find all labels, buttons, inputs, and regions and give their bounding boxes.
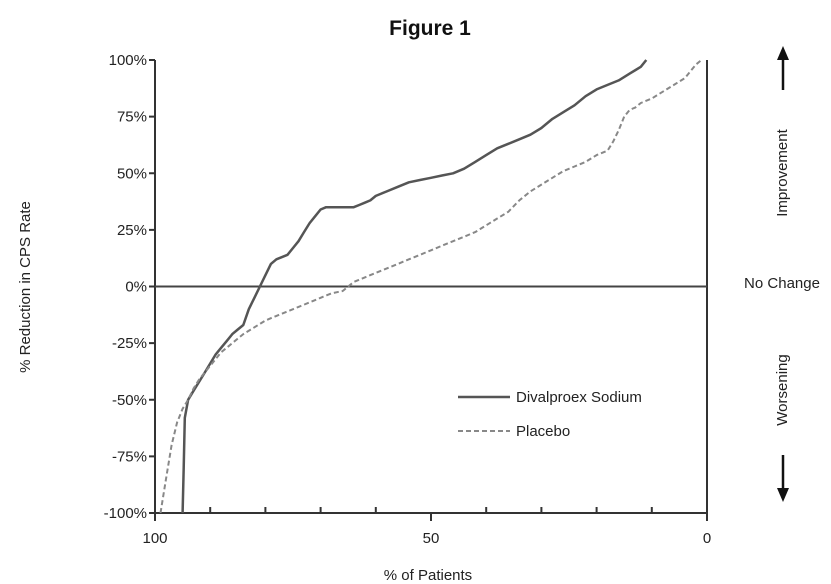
y-axis-label: % Reduction in CPS Rate <box>17 201 34 373</box>
x-tick-label: 50 <box>423 530 440 547</box>
legend-label-divalproex: Divalproex Sodium <box>516 389 642 406</box>
y-tick-label: -75% <box>112 448 147 465</box>
y-tick-label: 100% <box>109 52 147 69</box>
y-tick-label: 50% <box>117 165 147 182</box>
x-ticks: 100 50 0 <box>142 507 711 547</box>
y-tick-label: 75% <box>117 109 147 126</box>
y-tick-label: -50% <box>112 392 147 409</box>
axes <box>154 60 708 514</box>
legend: Divalproex Sodium Placebo <box>458 389 642 440</box>
chart-title: Figure 1 <box>389 17 471 40</box>
improvement-label: Improvement <box>774 128 791 216</box>
series-line-placebo <box>159 59 703 514</box>
y-ticks: 100% 75% 50% 25% 0% -25% -50% -75% -100% <box>104 52 155 522</box>
y-tick-label: -25% <box>112 335 147 352</box>
series-layer <box>159 59 703 514</box>
x-tick-label: 0 <box>703 530 711 547</box>
x-axis-label: % of Patients <box>384 567 472 584</box>
down-arrow-icon <box>777 488 789 502</box>
improvement-annotation: Improvement <box>774 46 791 217</box>
legend-label-placebo: Placebo <box>516 423 570 440</box>
y-tick-label: -100% <box>104 505 147 522</box>
worsening-annotation: Worsening <box>774 354 791 502</box>
y-tick-label: 25% <box>117 222 147 239</box>
up-arrow-icon <box>777 46 789 60</box>
worsening-label: Worsening <box>774 354 791 425</box>
series-line-divalproex <box>181 59 648 514</box>
y-tick-label: 0% <box>125 279 147 296</box>
no-change-label: No Change <box>744 275 820 292</box>
x-tick-label: 100 <box>142 530 167 547</box>
